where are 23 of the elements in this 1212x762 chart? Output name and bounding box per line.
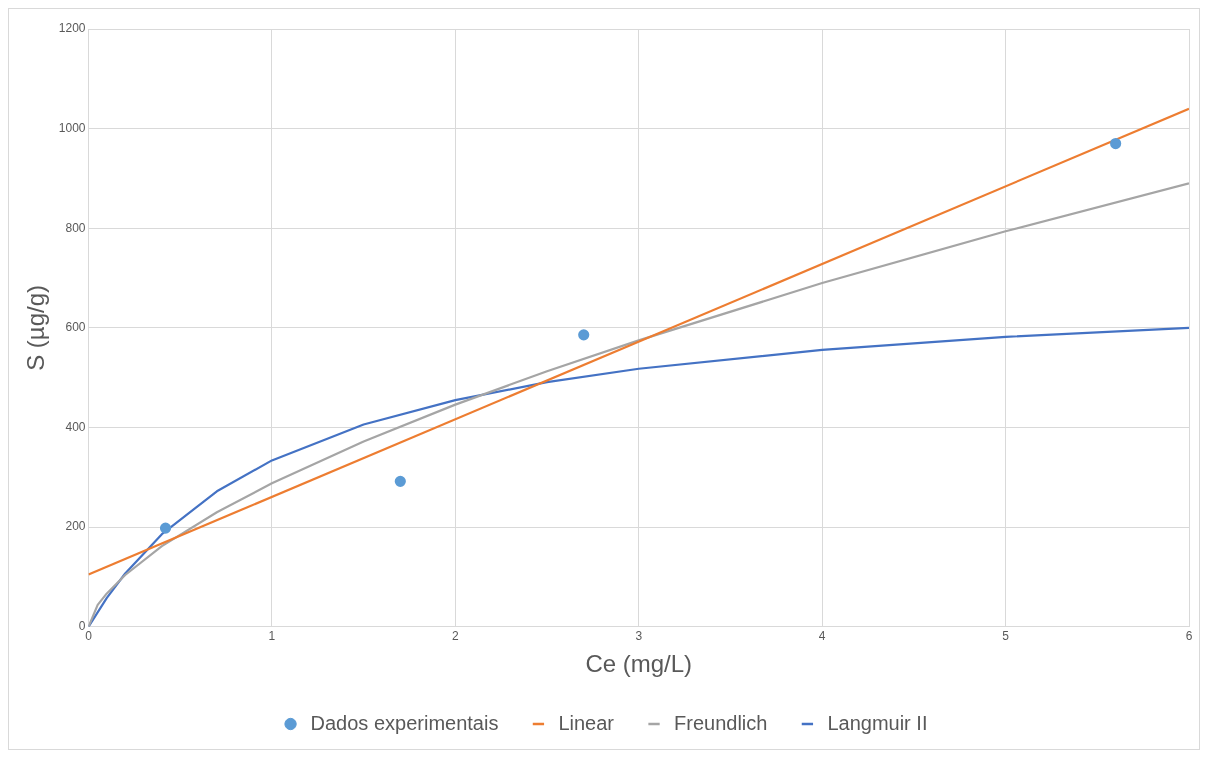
y-axis-title: S (µg/g) xyxy=(22,284,50,371)
y-tick-label: 400 xyxy=(65,419,86,434)
legend-label: Freundlich xyxy=(674,711,768,734)
y-tick-label: 200 xyxy=(65,519,86,534)
y-tick-label: 0 xyxy=(78,619,86,634)
y-tick-label: 1200 xyxy=(58,21,86,36)
x-tick-label: 1 xyxy=(268,629,276,644)
y-tick-label: 1000 xyxy=(58,120,86,135)
x-tick-label: 6 xyxy=(1185,629,1193,644)
x-axis-title: Ce (mg/L) xyxy=(585,650,693,678)
x-tick-label: 2 xyxy=(451,629,459,644)
x-tick-label: 4 xyxy=(818,629,826,644)
point xyxy=(394,475,406,487)
y-tick-label: 600 xyxy=(65,320,86,335)
legend-label: Dados experimentais xyxy=(310,711,499,734)
legend-label: Linear xyxy=(558,711,615,734)
x-tick-label: 5 xyxy=(1002,629,1010,644)
point xyxy=(578,329,590,341)
point xyxy=(159,522,172,534)
y-tick-label: 800 xyxy=(65,220,86,235)
legend-label: Langmuir II xyxy=(827,711,928,734)
point xyxy=(1110,137,1122,150)
x-tick-label: 3 xyxy=(635,629,643,644)
